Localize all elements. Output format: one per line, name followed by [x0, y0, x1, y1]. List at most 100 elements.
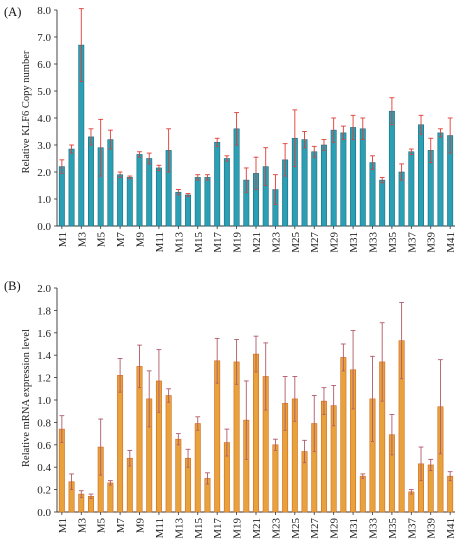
panel-b-label: (B) — [4, 279, 21, 293]
panel-b-x-tick-label: M37 — [406, 518, 418, 539]
panel-b-y-tick-label: 0.2 — [37, 485, 51, 497]
panel-b-bar-m28 — [320, 400, 327, 513]
panel-a-x-tick-label: M13 — [173, 232, 185, 253]
panel-a-y-ticks: 0.0 1.0 2.0 3.0 4.0 5.0 6.0 7.0 8.0 — [37, 5, 57, 233]
panel-a-x-tick-label: M7 — [115, 232, 127, 248]
panel-a-bar-m6 — [107, 139, 114, 227]
panel-b-x-tick-label: M35 — [387, 518, 399, 539]
panel-a-bar-m35 — [388, 110, 395, 227]
panel-a-x-tick-label: M19 — [232, 232, 244, 253]
panel-a-bar-m40 — [437, 132, 444, 227]
panel-a-y-tick-label: 4.0 — [37, 113, 51, 125]
panel-a-x-tick-label: M37 — [406, 232, 418, 253]
panel-b-x-tick-label: M17 — [212, 518, 224, 539]
panel-a-bar-m26 — [301, 139, 308, 227]
panel-a-bar-m34 — [379, 179, 386, 227]
panel-b-x-tick-label: M41 — [445, 518, 457, 539]
panel-a-bar-m30 — [340, 132, 347, 227]
panel-b-y-tick-label: 0.4 — [37, 462, 51, 474]
panel-b-x-tick-label: M11 — [154, 518, 166, 538]
panel-b-y-axis-title: Relative mRNA expression level — [21, 329, 32, 467]
panel-b-y-tick-label: 1.6 — [37, 328, 51, 340]
chart-panel-b: (B) Relative mRNA expression level 0.0 0.… — [4, 279, 457, 539]
panel-b-x-tick-label: M21 — [251, 518, 263, 539]
panel-a-x-tick-label: M21 — [251, 232, 263, 253]
panel-b-x-tick-label: M33 — [367, 518, 379, 539]
panel-b-x-tick-label: M5 — [96, 518, 108, 534]
panel-a-x-tick-label: M35 — [387, 232, 399, 253]
panel-b-y-tick-label: 1.4 — [37, 350, 51, 362]
panel-a-y-tick-label: 6.0 — [37, 59, 51, 71]
panel-a-error-bars — [59, 8, 453, 205]
panel-a-bar-m16 — [204, 177, 211, 227]
panel-a-y-tick-label: 2.0 — [37, 167, 51, 179]
panel-a-bar-m28 — [320, 144, 327, 227]
panel-b-bar-m41 — [447, 475, 454, 513]
panel-a-y-tick-label: 7.0 — [37, 32, 51, 44]
panel-b-y-tick-label: 1.8 — [37, 305, 51, 317]
chart-panel-a: (A) Relative KLF6 Copy number 0.0 1.0 2.0 3… — [4, 5, 457, 253]
panel-b-bar-m39 — [427, 464, 434, 513]
panel-a-bar-m27 — [311, 151, 318, 227]
panel-a-bar-m7 — [117, 174, 124, 227]
panel-a-y-tick-label: 8.0 — [37, 5, 51, 17]
panel-b-bar-m15 — [194, 423, 201, 513]
panel-a-x-tick-label: M9 — [135, 232, 147, 248]
panel-a-bar-m37 — [408, 151, 415, 227]
panel-a-bar-m9 — [136, 154, 143, 227]
panel-b-x-tick-label: M19 — [232, 518, 244, 539]
panel-a-bar-m2 — [68, 148, 75, 227]
panel-a-bar-m4 — [88, 136, 94, 227]
panel-a-x-tick-label: M41 — [445, 232, 457, 253]
panel-a-x-tick-label: M3 — [76, 232, 88, 248]
panel-a-x-tick-label: M17 — [212, 232, 224, 253]
panel-a-bar-m14 — [185, 194, 192, 227]
panel-b-bar-m32 — [359, 475, 366, 513]
panel-a-bar-m31 — [350, 127, 357, 227]
panel-b-x-tick-label: M15 — [193, 518, 205, 539]
panel-a-x-tick-label: M5 — [96, 232, 108, 248]
panel-a-bar-m38 — [418, 124, 424, 227]
panel-b-x-tick-label: M23 — [270, 518, 282, 539]
panel-a-bar-m33 — [369, 162, 376, 227]
panel-b-x-tick-label: M1 — [57, 518, 69, 533]
panel-a-y-axis-title: Relative KLF6 Copy number — [21, 50, 32, 173]
panel-a-x-tick-label: M29 — [329, 232, 341, 253]
panel-b-y-tick-label: 2.0 — [37, 283, 51, 295]
panel-b-x-tick-label: M3 — [76, 518, 88, 534]
panel-a-y-tick-label: 1.0 — [37, 194, 51, 206]
panel-b-bar-m30 — [340, 357, 347, 513]
panel-a-bar-m8 — [126, 177, 133, 227]
panel-b-bar-m13 — [175, 438, 182, 513]
panel-b-error-bars — [59, 302, 453, 500]
panel-b-bar-m37 — [408, 491, 415, 513]
panel-b-bar-m7 — [117, 375, 124, 513]
panel-a-bar-m13 — [175, 191, 182, 227]
panel-b-x-tick-label: M25 — [290, 518, 302, 539]
panel-a-x-tick-label: M39 — [426, 232, 438, 253]
panel-a-bar-m10 — [146, 158, 153, 227]
panel-a-y-tick-label: 5.0 — [37, 86, 51, 98]
panel-b-y-tick-label: 1.2 — [37, 373, 51, 385]
panel-a-bar-m18 — [223, 158, 230, 227]
panel-b-y-ticks: 0.0 0.2 0.4 0.6 0.8 1.0 1.2 1.4 1.6 1.8 2.0 — [37, 283, 57, 519]
panel-a-label: (A) — [4, 5, 21, 19]
panel-a-x-tick-label: M23 — [270, 232, 282, 253]
panel-a-x-tick-label: M25 — [290, 232, 302, 253]
panel-b-x-tick-label: M13 — [173, 518, 185, 539]
panel-b-x-tick-label: M31 — [348, 518, 360, 539]
panel-b-bar-m21 — [253, 353, 259, 513]
panel-b-x-tick-label: M9 — [135, 518, 147, 534]
panel-a-bar-m1 — [58, 166, 65, 227]
panel-a-y-tick-label: 0.0 — [37, 221, 51, 233]
panel-a-x-tick-label: M33 — [367, 232, 379, 253]
panel-b-bar-m12 — [165, 395, 172, 513]
panel-b-x-ticks: M1 M3 M5 M7 M9 M11 M13 M15 M17 M19 M21 M23 M25 M27 M29… — [57, 512, 457, 539]
panel-a-x-tick-label: M31 — [348, 232, 360, 253]
panel-b-y-tick-label: 0.0 — [37, 507, 51, 519]
panel-a-bar-m11 — [155, 167, 162, 227]
panel-b-y-tick-label: 0.6 — [37, 440, 51, 452]
panel-a-x-ticks: M1 M3 M5 M7 M9 M11 M13 M15 M17 M19 M21 M23 M25 M27 M29… — [57, 226, 457, 253]
panel-a-x-tick-label: M1 — [57, 232, 69, 247]
